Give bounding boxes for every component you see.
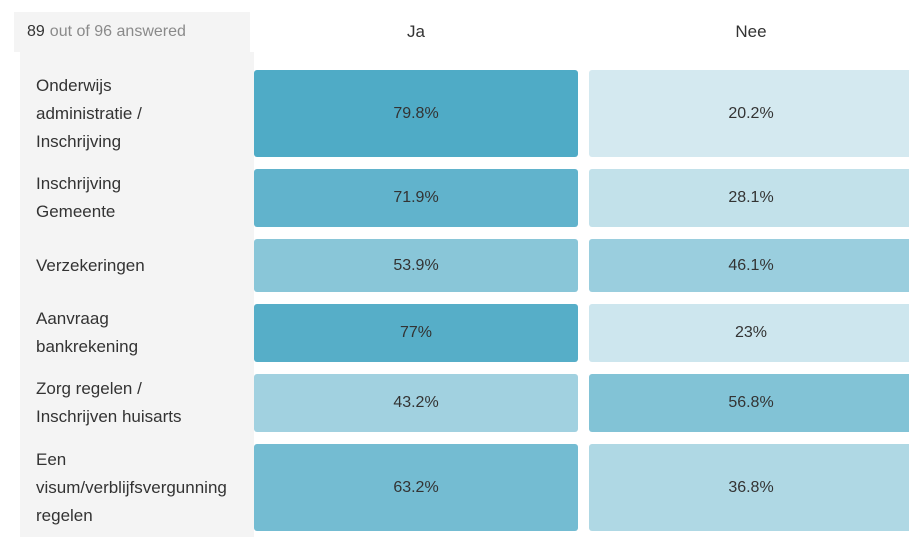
- column-header-ja: Ja: [407, 22, 425, 41]
- row-label: Inschrijving Gemeente: [36, 169, 226, 227]
- row-label: Een visum/verblijfsvergunning regelen: [36, 444, 226, 531]
- row-label-line: regelen: [36, 505, 93, 525]
- cell-ja: 53.9%: [254, 239, 578, 292]
- row-label-line: bankrekening: [36, 337, 139, 356]
- answered-suffix: out of 96 answered: [49, 23, 186, 40]
- cell-ja: 63.2%: [254, 444, 578, 531]
- cell-nee: 36.8%: [589, 444, 909, 531]
- row-label-line: Inschrijven huisarts: [36, 407, 182, 426]
- cell-nee: 23%: [589, 304, 909, 362]
- cell-nee: 46.1%: [589, 239, 909, 292]
- row-label-line: Verzekeringen: [36, 255, 145, 275]
- row-label: Onderwijs administratie / Inschrijving: [36, 70, 226, 157]
- row-label-line: visum/verblijfsvergunning: [36, 477, 226, 497]
- row-label-line: Onderwijs: [36, 75, 112, 95]
- row-label: Aanvraag bankrekening: [36, 304, 226, 362]
- row-label-line: Inschrijving: [36, 174, 122, 193]
- row-label-line: administratie /: [36, 103, 142, 123]
- column-header-nee: Nee: [735, 22, 767, 41]
- answered-count: 89 out of 96 answered: [14, 12, 250, 52]
- cell-ja: 43.2%: [254, 374, 578, 432]
- cell-nee: 56.8%: [589, 374, 909, 432]
- cell-ja: 71.9%: [254, 169, 578, 227]
- answered-number: 89: [27, 23, 45, 40]
- row-label-line: Een: [36, 449, 67, 469]
- row-label-line: Aanvraag: [36, 309, 109, 328]
- row-label-panel: [20, 52, 254, 537]
- row-label-line: Inschrijving: [36, 131, 122, 151]
- row-label: Verzekeringen: [36, 239, 226, 292]
- cell-nee: 28.1%: [589, 169, 909, 227]
- cell-nee: 20.2%: [589, 70, 909, 157]
- cell-ja: 77%: [254, 304, 578, 362]
- row-label-line: Zorg regelen /: [36, 379, 142, 398]
- row-label: Zorg regelen / Inschrijven huisarts: [36, 374, 226, 432]
- cell-ja: 79.8%: [254, 70, 578, 157]
- row-label-line: Gemeente: [36, 202, 116, 221]
